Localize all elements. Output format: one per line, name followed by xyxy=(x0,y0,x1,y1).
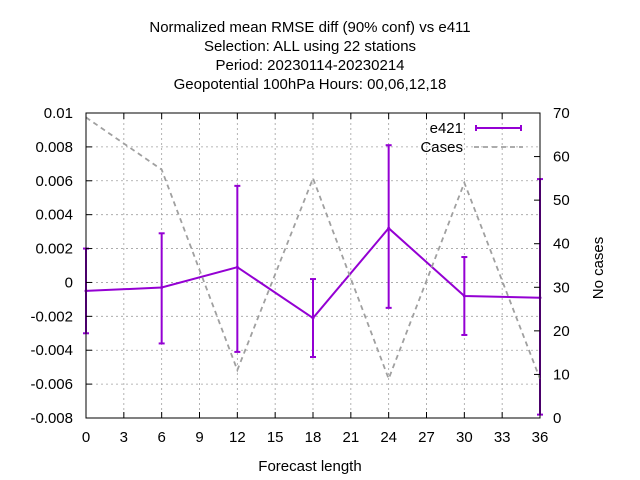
axis-ticks: 0 3 6 9 12 15 18 21 24 27 30 33 36-0.008-0.006-0.004… xyxy=(30,105,569,446)
data-point xyxy=(462,294,466,298)
y2-tick-label: 20 xyxy=(553,323,570,340)
data-point xyxy=(235,265,239,269)
y-tick-label: -0.008 xyxy=(30,410,73,427)
y-tick-label: -0.006 xyxy=(30,376,73,393)
y-tick-label: 0.008 xyxy=(35,139,73,156)
data-point xyxy=(387,226,391,230)
y2-tick-label: 50 xyxy=(553,192,570,209)
x-tick-label: 9 xyxy=(195,429,203,446)
x-tick-label: 18 xyxy=(305,429,322,446)
title-line-3: Period: 20230114-20230214 xyxy=(215,57,404,74)
x-axis-label: Forecast length xyxy=(258,458,361,475)
y-tick-label: 0.004 xyxy=(35,207,73,224)
x-tick-label: 0 xyxy=(82,429,90,446)
x-tick-label: 6 xyxy=(157,429,165,446)
y2-tick-label: 30 xyxy=(553,279,570,296)
legend-label: Cases xyxy=(420,139,463,156)
x-tick-label: 15 xyxy=(267,429,284,446)
x-tick-label: 24 xyxy=(380,429,397,446)
x-tick-label: 21 xyxy=(342,429,359,446)
x-tick-label: 30 xyxy=(456,429,473,446)
data-point xyxy=(160,286,164,290)
y2-tick-label: 10 xyxy=(553,366,570,383)
title-line-1: Normalized mean RMSE diff (90% conf) vs … xyxy=(149,19,470,36)
x-tick-label: 3 xyxy=(120,429,128,446)
x-tick-label: 36 xyxy=(532,429,549,446)
y-tick-label: -0.004 xyxy=(30,342,73,359)
y2-tick-label: 40 xyxy=(553,236,570,253)
y2-axis-label: No cases xyxy=(590,237,607,300)
y-tick-label: -0.002 xyxy=(30,308,73,325)
grid xyxy=(86,113,540,418)
x-tick-label: 12 xyxy=(229,429,246,446)
y2-tick-label: 0 xyxy=(553,410,561,427)
y-tick-label: 0.006 xyxy=(35,173,73,190)
y-tick-label: 0.002 xyxy=(35,241,73,258)
y-tick-label: 0.01 xyxy=(44,105,73,122)
series-line-cases xyxy=(85,116,541,382)
legend-label: e421 xyxy=(430,120,463,137)
x-tick-label: 27 xyxy=(418,429,435,446)
legend: e421 Cases xyxy=(420,120,523,156)
y2-tick-label: 60 xyxy=(553,149,570,166)
title-line-2: Selection: ALL using 22 stations xyxy=(204,38,416,55)
data-point xyxy=(311,316,315,320)
title-line-4: Geopotential 100hPa Hours: 00,06,12,18 xyxy=(174,76,447,93)
chart-title: Normalized mean RMSE diff (90% conf) vs … xyxy=(149,19,470,93)
x-tick-label: 33 xyxy=(494,429,511,446)
y2-tick-label: 70 xyxy=(553,105,570,122)
y-tick-label: 0 xyxy=(65,274,73,291)
